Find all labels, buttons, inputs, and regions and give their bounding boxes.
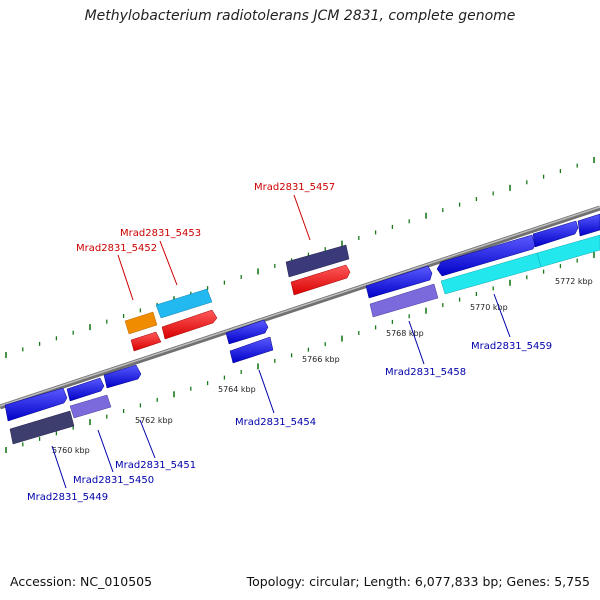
accession-label: Accession: NC_010505 <box>10 574 153 589</box>
gene-labels: Mrad2831_5452 Mrad2831_5453 Mrad2831_545… <box>27 182 552 503</box>
gene-label[interactable]: Mrad2831_5454 <box>235 417 316 428</box>
gene-feature[interactable] <box>536 234 600 268</box>
gene-feature[interactable] <box>285 244 350 278</box>
gene-feature[interactable] <box>229 336 274 364</box>
gene-label[interactable]: Mrad2831_5453 <box>120 228 201 239</box>
gene-feature[interactable] <box>532 220 579 248</box>
gene-feature[interactable] <box>9 410 75 445</box>
gene-feature[interactable] <box>4 387 68 422</box>
gene-label[interactable]: Mrad2831_5457 <box>254 182 335 193</box>
reverse-genes <box>4 319 274 445</box>
gene-feature[interactable] <box>66 377 105 402</box>
gene-feature[interactable] <box>369 283 439 318</box>
forward-genes <box>124 213 600 352</box>
scale-label: 5768 kbp <box>386 329 424 338</box>
gene-label[interactable]: Mrad2831_5459 <box>471 341 552 352</box>
topology-summary: Topology: circular; Length: 6,077,833 bp… <box>246 574 590 589</box>
scale-labels: 5760 kbp 5762 kbp 5764 kbp 5766 kbp 5768… <box>52 277 593 455</box>
scale-label: 5766 kbp <box>302 355 340 364</box>
inner-tick-track <box>5 252 595 453</box>
label-connectors <box>51 194 511 489</box>
gene-feature[interactable] <box>124 311 158 335</box>
gene-feature[interactable] <box>225 319 269 345</box>
gene-label[interactable]: Mrad2831_5450 <box>73 475 154 486</box>
gene-feature[interactable] <box>161 309 218 340</box>
genome-backbone <box>0 205 600 410</box>
gene-feature[interactable] <box>130 331 162 352</box>
gene-feature[interactable] <box>365 265 433 299</box>
gene-label[interactable]: Mrad2831_5449 <box>27 492 108 503</box>
scale-label: 5760 kbp <box>52 446 90 455</box>
gene-feature[interactable] <box>290 264 351 296</box>
scale-label: 5762 kbp <box>135 416 173 425</box>
gene-feature[interactable] <box>103 364 142 389</box>
gene-feature[interactable] <box>577 213 600 237</box>
gene-feature[interactable] <box>155 288 213 319</box>
scale-label: 5772 kbp <box>555 277 593 286</box>
gene-feature[interactable] <box>436 234 536 277</box>
gene-label[interactable]: Mrad2831_5452 <box>76 243 157 254</box>
gene-label[interactable]: Mrad2831_5458 <box>385 367 466 378</box>
genome-title: Methylobacterium radiotolerans JCM 2831,… <box>84 8 516 24</box>
gene-feature[interactable] <box>69 394 112 419</box>
scale-label: 5764 kbp <box>218 385 256 394</box>
gene-label[interactable]: Mrad2831_5451 <box>115 460 196 471</box>
scale-label: 5770 kbp <box>470 303 508 312</box>
